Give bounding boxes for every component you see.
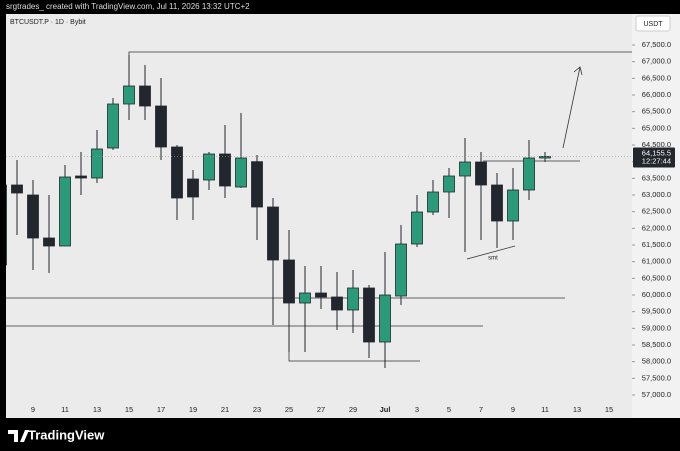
x-tick-label: 25 (285, 405, 293, 414)
candle-body (459, 161, 471, 177)
footer-bar (0, 420, 680, 451)
candle-body (491, 184, 503, 222)
candle-body (363, 287, 375, 343)
y-tick-label: 59,000.0 (642, 323, 671, 332)
brand: TradingView (28, 427, 105, 442)
x-tick-label: 17 (157, 405, 165, 414)
y-tick-label: 64,500.0 (642, 140, 671, 149)
countdown: 12:27:44 (642, 156, 671, 165)
candle-body (91, 148, 103, 179)
x-tick-label: 5 (447, 405, 451, 414)
candle-body (395, 243, 407, 297)
y-tick-label: 58,500.0 (642, 340, 671, 349)
x-tick-label: 7 (479, 405, 483, 414)
candle-body (203, 153, 215, 181)
currency-box (635, 15, 671, 32)
y-tick-label: 61,000.0 (642, 257, 671, 266)
x-tick-label: 27 (317, 405, 325, 414)
arrow-head (573, 66, 583, 76)
x-tick-label: 3 (415, 405, 419, 414)
logo-mark (8, 430, 29, 442)
currency: USDT (643, 21, 663, 28)
candle-body (379, 294, 391, 343)
y-tick-label: 58,000.0 (642, 357, 671, 366)
candle-body (43, 237, 55, 247)
candle-body (123, 85, 135, 105)
x-tick-label: 9 (511, 405, 515, 414)
candle-body (155, 105, 167, 148)
x-tick-label: 21 (221, 405, 229, 414)
annotation: smt (488, 256, 498, 262)
candle-body (539, 156, 551, 159)
symbol-title: BTCUSDT.P · 1D · Bybit (10, 19, 86, 26)
candle-body (187, 178, 199, 198)
arrow (562, 66, 581, 149)
candle-body (427, 191, 439, 213)
candle-body (251, 161, 263, 208)
y-tick-label: 66,000.0 (642, 90, 671, 99)
x-tick-label: 19 (189, 405, 197, 414)
y-tick-label: 62,500.0 (642, 207, 671, 216)
candle-body (315, 292, 327, 298)
last-price-box (633, 147, 675, 168)
y-tick-label: 63,500.0 (642, 173, 671, 182)
y-tick-label: 57,000.0 (642, 390, 671, 399)
x-tick-label: 13 (573, 405, 581, 414)
candle-body (331, 296, 343, 311)
x-tick-label: 9 (31, 405, 35, 414)
y-tick-label: 60,000.0 (642, 290, 671, 299)
candle-body (75, 175, 87, 179)
last-price-label: 64,155.5 (642, 148, 671, 157)
x-tick-label: 29 (349, 405, 357, 414)
x-tick-label: 11 (61, 405, 69, 414)
x-tick-label: 15 (125, 405, 133, 414)
candle-body (283, 259, 295, 304)
candle-body (235, 157, 247, 188)
candle-body (299, 292, 311, 304)
smt-line (466, 245, 516, 260)
logo (8, 430, 29, 442)
x-tick-label: 11 (541, 405, 549, 414)
y-tick-label: 65,000.0 (642, 123, 671, 132)
candle-body (443, 175, 455, 193)
y-tick-label: 57,500.0 (642, 373, 671, 382)
x-tick-label: 15 (605, 405, 613, 414)
candle-body (27, 194, 39, 239)
candle-body (411, 211, 423, 245)
candle-body (475, 161, 487, 186)
candle-body (523, 157, 535, 191)
candle-body (59, 176, 71, 247)
x-tick-label: 13 (93, 405, 101, 414)
candle-body (171, 146, 183, 199)
candles (6, 55, 551, 368)
y-tick-label: 65,500.0 (642, 107, 671, 116)
y-tick-label: 60,500.0 (642, 273, 671, 282)
candle-body (347, 287, 359, 311)
y-tick-label: 67,000.0 (642, 57, 671, 66)
y-tick-label: 59,500.0 (642, 307, 671, 316)
candle-body (6, 184, 7, 266)
candle-body (219, 153, 231, 187)
x-tick-label: Jul (380, 405, 391, 414)
candle-body (267, 206, 279, 261)
candle-body (11, 184, 23, 194)
y-tick-label: 62,000.0 (642, 223, 671, 232)
candle-body (139, 85, 151, 107)
y-tick-label: 63,000.0 (642, 190, 671, 199)
candle-body (107, 103, 119, 149)
y-tick-label: 67,500.0 (642, 40, 671, 49)
price-axis (632, 14, 680, 418)
x-tick-label: 23 (253, 405, 261, 414)
credit: srgtrades_ created with TradingView.com,… (6, 2, 250, 11)
plot-area (6, 14, 632, 418)
candle-body (507, 189, 519, 222)
y-tick-label: 61,500.0 (642, 240, 671, 249)
y-tick-label: 66,500.0 (642, 73, 671, 82)
